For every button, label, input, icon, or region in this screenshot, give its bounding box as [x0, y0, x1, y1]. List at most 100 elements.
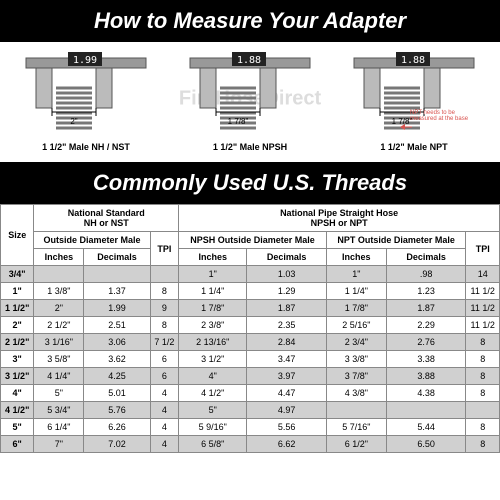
table-cell: 8	[466, 385, 500, 402]
table-cell	[150, 266, 179, 283]
table-cell: 6 1/2"	[326, 436, 386, 453]
sub-npsh: NPSH Outside Diameter Male	[179, 232, 327, 249]
table-cell	[84, 266, 150, 283]
table-cell: 5.56	[247, 419, 326, 436]
header-measure: How to Measure Your Adapter	[0, 0, 500, 42]
table-cell: 2 13/16"	[179, 334, 247, 351]
table-cell: 2 1/2"	[1, 334, 34, 351]
table-cell: 4 3/8"	[326, 385, 386, 402]
table-row: 4"5"5.0144 1/2"4.474 3/8"4.388	[1, 385, 500, 402]
table-body: 3/4"1"1.031".98141"1 3/8"1.3781 1/4"1.29…	[1, 266, 500, 453]
svg-text:2": 2"	[70, 117, 77, 126]
table-cell: 8	[466, 351, 500, 368]
table-row: 2 1/2"3 1/16"3.067 1/22 13/16"2.842 3/4"…	[1, 334, 500, 351]
table-cell: 6"	[1, 436, 34, 453]
svg-text:1.88: 1.88	[237, 55, 261, 66]
col-in1: Inches	[34, 249, 84, 266]
col-dec2: Decimals	[247, 249, 326, 266]
table-cell: 1 1/4"	[326, 283, 386, 300]
table-cell: 2"	[1, 317, 34, 334]
table-cell: 2"	[34, 300, 84, 317]
table-cell: 4 1/4"	[34, 368, 84, 385]
table-cell: 1"	[326, 266, 386, 283]
table-cell: 7 1/2	[150, 334, 179, 351]
caliper-row: FireHoseDirect 1.99 2" 1 1/2" Male NH / …	[0, 42, 500, 156]
table-cell: 2.76	[386, 334, 466, 351]
table-cell: 4.38	[386, 385, 466, 402]
table-cell: 2 3/8"	[179, 317, 247, 334]
table-row: 2"2 1/2"2.5182 3/8"2.352 5/16"2.2911 1/2	[1, 317, 500, 334]
table-cell: 3.88	[386, 368, 466, 385]
table-cell: 2.51	[84, 317, 150, 334]
table-cell: 3.62	[84, 351, 150, 368]
table-row: 6"7"7.0246 5/8"6.626 1/2"6.508	[1, 436, 500, 453]
caliper-label: 1 1/2" Male NH / NST	[42, 142, 130, 152]
table-cell: 1 7/8"	[326, 300, 386, 317]
table-cell: 8	[150, 283, 179, 300]
sub-npt: NPT Outside Diameter Male	[326, 232, 466, 249]
table-cell: 2 1/2"	[34, 317, 84, 334]
table-cell: 1.87	[386, 300, 466, 317]
table-cell: 1"	[179, 266, 247, 283]
group-npsh: National Pipe Straight HoseNPSH or NPT	[179, 205, 500, 232]
table-cell: 1.87	[247, 300, 326, 317]
table-cell: 14	[466, 266, 500, 283]
table-cell: 1.37	[84, 283, 150, 300]
table-cell: 8	[466, 334, 500, 351]
table-cell: 8	[466, 436, 500, 453]
table-cell: 4.25	[84, 368, 150, 385]
table-cell: 6.26	[84, 419, 150, 436]
table-row: 3/4"1"1.031".9814	[1, 266, 500, 283]
table-cell: 1.23	[386, 283, 466, 300]
table-cell: 3 3/8"	[326, 351, 386, 368]
table-cell: 2 5/16"	[326, 317, 386, 334]
table-cell: 1.03	[247, 266, 326, 283]
table-cell: 8	[150, 317, 179, 334]
col-size: Size	[1, 205, 34, 266]
caliper-icon: 1.99 2"	[16, 50, 156, 140]
table-cell: 9	[150, 300, 179, 317]
table-cell: 5.76	[84, 402, 150, 419]
table-cell: 5"	[34, 385, 84, 402]
table-cell: 1 1/4"	[179, 283, 247, 300]
table-cell	[34, 266, 84, 283]
table-cell: 2 3/4"	[326, 334, 386, 351]
table-cell: 4	[150, 419, 179, 436]
table-cell: 5.01	[84, 385, 150, 402]
col-tpi1: TPI	[150, 232, 179, 266]
table-row: 3"3 5/8"3.6263 1/2"3.473 3/8"3.388	[1, 351, 500, 368]
col-tpi2: TPI	[466, 232, 500, 266]
caliper-icon: 1.88 1 7/8"	[180, 50, 320, 140]
table-cell	[326, 402, 386, 419]
table-cell: 2.35	[247, 317, 326, 334]
table-cell: 3 5/8"	[34, 351, 84, 368]
table-cell: 3 1/2"	[179, 351, 247, 368]
table-cell: 7.02	[84, 436, 150, 453]
svg-text:1.99: 1.99	[73, 55, 97, 66]
svg-text:1 7/8": 1 7/8"	[228, 117, 249, 126]
table-cell: 4	[150, 436, 179, 453]
table-cell: 1 3/8"	[34, 283, 84, 300]
caliper-block: 1.99 2" 1 1/2" Male NH / NST	[16, 50, 156, 152]
table-row: 5"6 1/4"6.2645 9/16"5.565 7/16"5.448	[1, 419, 500, 436]
table-cell: 4 1/2"	[179, 385, 247, 402]
table-cell: 6 5/8"	[179, 436, 247, 453]
table-cell: 1 7/8"	[179, 300, 247, 317]
table-cell: 8	[466, 368, 500, 385]
table-cell: 1"	[1, 283, 34, 300]
table-cell: 11 1/2	[466, 317, 500, 334]
table-row: 3 1/2"4 1/4"4.2564"3.973 7/8"3.888	[1, 368, 500, 385]
table-cell: 1.29	[247, 283, 326, 300]
table-cell: 6	[150, 368, 179, 385]
table-cell: 3.97	[247, 368, 326, 385]
col-in2: Inches	[179, 249, 247, 266]
table-cell: 5"	[179, 402, 247, 419]
table-cell: 5.44	[386, 419, 466, 436]
caliper-label: 1 1/2" Male NPT	[380, 142, 447, 152]
caliper-label: 1 1/2" Male NPSH	[213, 142, 287, 152]
table-row: 4 1/2"5 3/4"5.7645"4.97	[1, 402, 500, 419]
header-threads: Commonly Used U.S. Threads	[0, 162, 500, 204]
table-cell: 11 1/2	[466, 283, 500, 300]
table-cell: 1.99	[84, 300, 150, 317]
col-dec1: Decimals	[84, 249, 150, 266]
